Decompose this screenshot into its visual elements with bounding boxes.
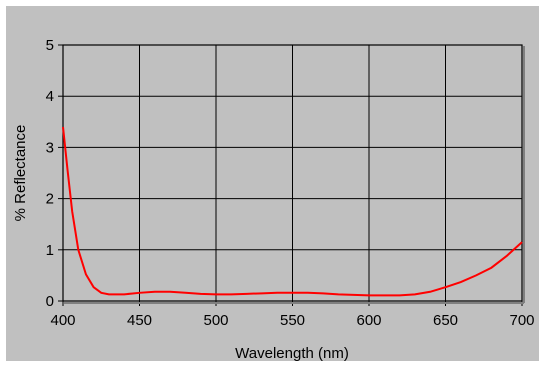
x-tick-label: 500 (203, 312, 228, 329)
y-tick-labels: 0 1 2 3 4 5 (46, 37, 54, 310)
plot-frame (62, 44, 523, 302)
y-axis-title: % Reflectance (12, 125, 29, 222)
y-tick-label: 0 (46, 293, 54, 310)
x-tick-labels: 400 450 500 550 600 650 700 (50, 312, 534, 329)
x-tick-label: 600 (356, 312, 381, 329)
x-tick-label: 700 (509, 312, 534, 329)
y-tick-label: 1 (46, 242, 54, 259)
y-tick-label: 2 (46, 191, 54, 208)
x-tick-label: 400 (50, 312, 75, 329)
x-tick-label: 550 (280, 312, 305, 329)
x-axis-title: Wavelength (nm) (235, 345, 349, 362)
y-tick-label: 5 (46, 37, 54, 54)
y-tick-label: 3 (46, 139, 54, 156)
y-tick-label: 4 (46, 88, 54, 105)
series-line (62, 126, 523, 297)
x-tick-label: 650 (433, 312, 458, 329)
x-tick-label: 450 (127, 312, 152, 329)
grid (63, 45, 522, 301)
